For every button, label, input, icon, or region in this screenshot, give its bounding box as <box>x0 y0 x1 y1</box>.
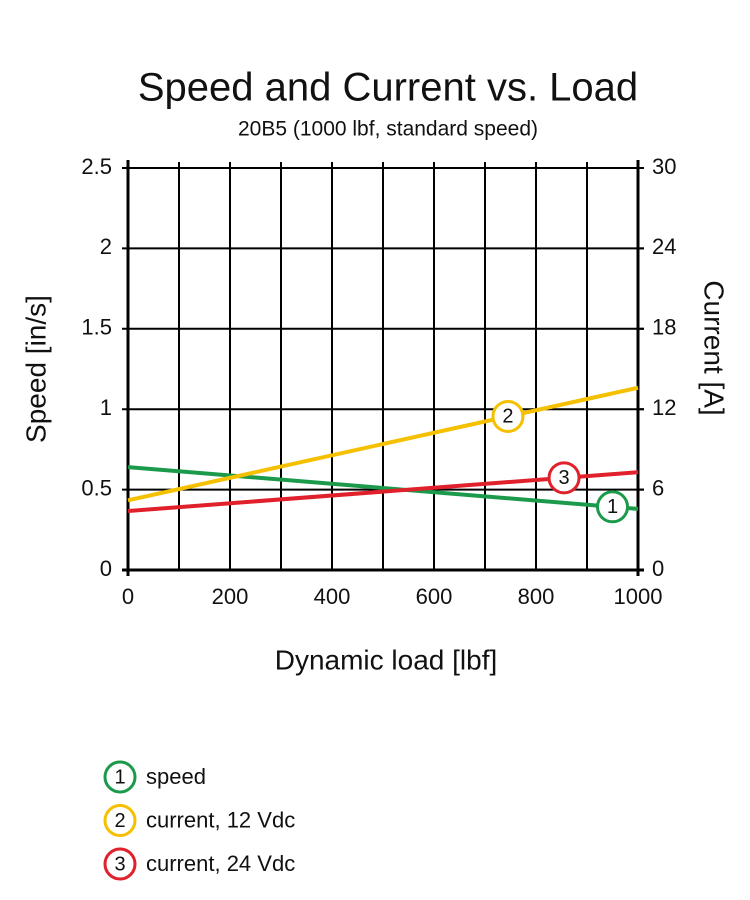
y2-tick-label: 6 <box>652 475 664 500</box>
y2-tick-label: 18 <box>652 315 676 340</box>
x-tick-label: 1000 <box>614 584 663 609</box>
series-marker <box>491 399 525 433</box>
y-tick-label: 2 <box>100 234 112 259</box>
y2-tick-label: 24 <box>652 234 676 259</box>
y-tick-label: 2.5 <box>81 154 112 179</box>
chart-subtitle: 20B5 (1000 lbf, standard speed) <box>238 118 538 141</box>
y-tick-label: 1 <box>100 395 112 420</box>
x-axis-label: Dynamic load [lbf] <box>275 644 498 675</box>
y-tick-label: 0.5 <box>81 475 112 500</box>
legend-label: current, 12 Vdc <box>146 807 295 832</box>
x-tick-label: 400 <box>314 584 351 609</box>
series-marker <box>547 461 581 495</box>
series-line <box>127 465 639 511</box>
y2-tick-label: 12 <box>652 395 676 420</box>
y-tick-label: 1.5 <box>81 315 112 340</box>
legend-label: speed <box>146 764 206 789</box>
y2-tick-label: 0 <box>652 556 664 581</box>
series-marker-label: 2 <box>502 406 513 428</box>
chart-title: Speed and Current vs. Load <box>138 66 638 110</box>
legend-marker <box>103 760 137 794</box>
series-marker-label: 3 <box>558 467 569 489</box>
legend-marker <box>103 804 137 837</box>
legend-marker-label: 3 <box>114 853 125 875</box>
legend-marker-label: 2 <box>114 810 125 832</box>
series-line <box>127 385 639 503</box>
legend-marker <box>103 847 137 881</box>
x-tick-label: 600 <box>416 584 453 609</box>
x-tick-label: 800 <box>518 584 555 609</box>
y2-axis-label: Current [A] <box>699 280 730 415</box>
y2-tick-label: 30 <box>652 154 676 179</box>
y-axis-label: Speed [in/s] <box>20 295 51 443</box>
x-tick-label: 200 <box>212 584 249 609</box>
series-marker-label: 1 <box>607 496 618 518</box>
series-marker <box>596 490 629 524</box>
legend-marker-label: 1 <box>114 766 125 788</box>
x-tick-label: 0 <box>122 584 134 609</box>
y-tick-label: 0 <box>100 556 112 581</box>
legend-label: current, 24 Vdc <box>146 851 295 876</box>
